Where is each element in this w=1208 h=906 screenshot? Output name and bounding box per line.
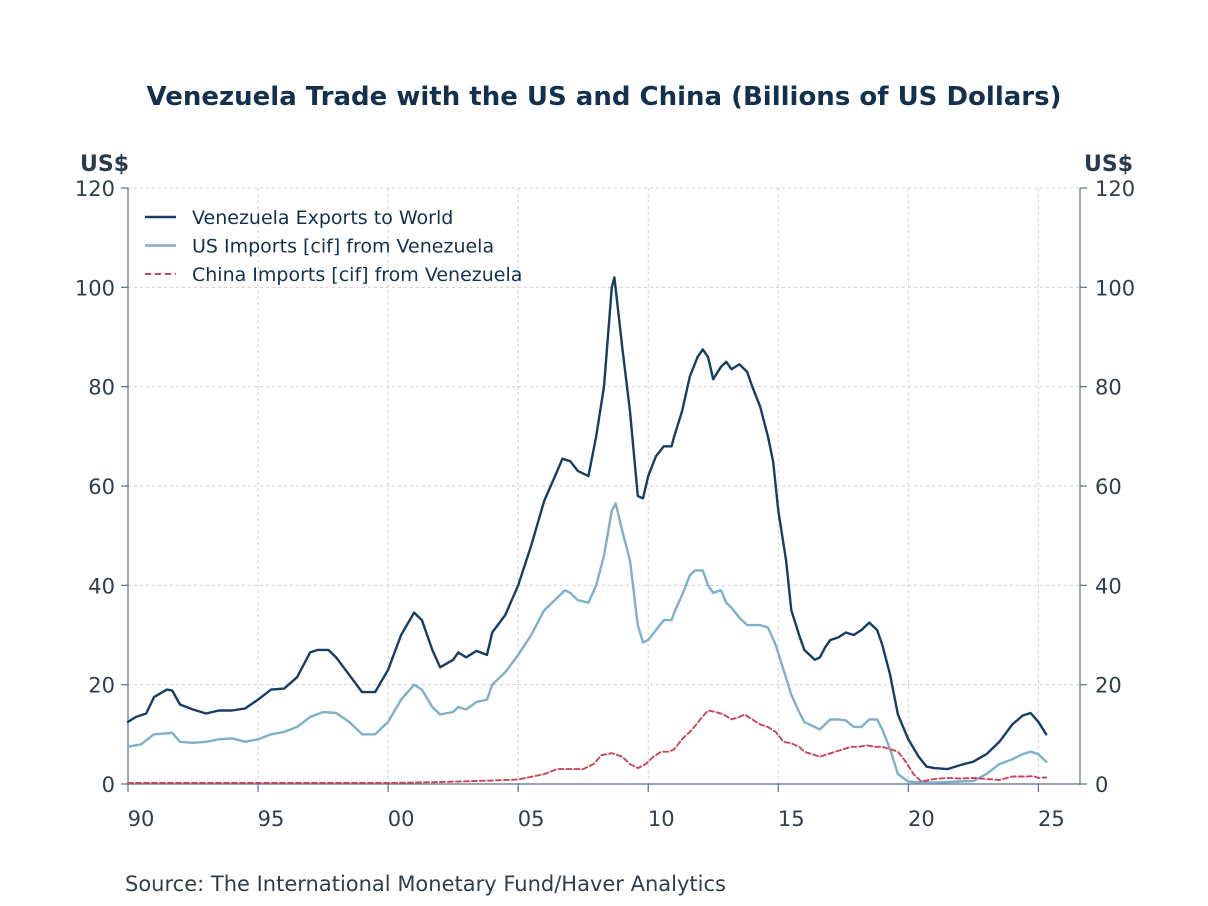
y-tick-label-right: 0: [1095, 773, 1108, 797]
x-tick-label: 90: [128, 807, 155, 831]
series-lines: [126, 276, 1048, 784]
series-line-3: [127, 709, 1048, 784]
y-tick-label-right: 100: [1095, 276, 1135, 300]
series-line-2: [126, 502, 1048, 784]
x-tick-label: 95: [258, 807, 285, 831]
y-tick-label-right: 40: [1095, 574, 1122, 598]
y-tick-label-right: 20: [1095, 674, 1122, 698]
x-tick-label: 15: [778, 807, 805, 831]
y-tick-label-right: 60: [1095, 475, 1122, 499]
legend: Venezuela Exports to World US Imports [ci…: [145, 207, 522, 286]
y-tick-label-left: 40: [88, 574, 115, 598]
legend-label-1: Venezuela Exports to World: [192, 207, 453, 229]
legend-label-3: China Imports [cif] from Venezuela: [192, 264, 522, 286]
y-tick-label-left: 20: [88, 674, 115, 698]
y-tick-label-left: 0: [102, 773, 115, 797]
y-tick-label-right: 120: [1095, 177, 1135, 201]
y-tick-label-left: 100: [75, 276, 115, 300]
grid-lines: [128, 187, 1080, 784]
chart-title: Venezuela Trade with the US and China (B…: [147, 82, 1062, 112]
x-tick-label: 25: [1038, 807, 1065, 831]
y-tick-label-left: 120: [75, 177, 115, 201]
left-axis-unit-label: US$: [80, 152, 129, 177]
y-tick-label-right: 80: [1095, 376, 1122, 400]
x-tick-label: 10: [648, 807, 675, 831]
x-tick-label: 00: [388, 807, 415, 831]
y-tick-label-left: 60: [88, 475, 115, 499]
series-line-1: [126, 276, 1048, 771]
source-note: Source: The International Monetary Fund/…: [125, 872, 726, 896]
x-tick-label: 20: [908, 807, 935, 831]
y-tick-label-left: 80: [88, 376, 115, 400]
right-axis-unit-label: US$: [1084, 152, 1133, 177]
legend-label-2: US Imports [cif] from Venezuela: [192, 236, 494, 258]
x-tick-label: 05: [518, 807, 545, 831]
